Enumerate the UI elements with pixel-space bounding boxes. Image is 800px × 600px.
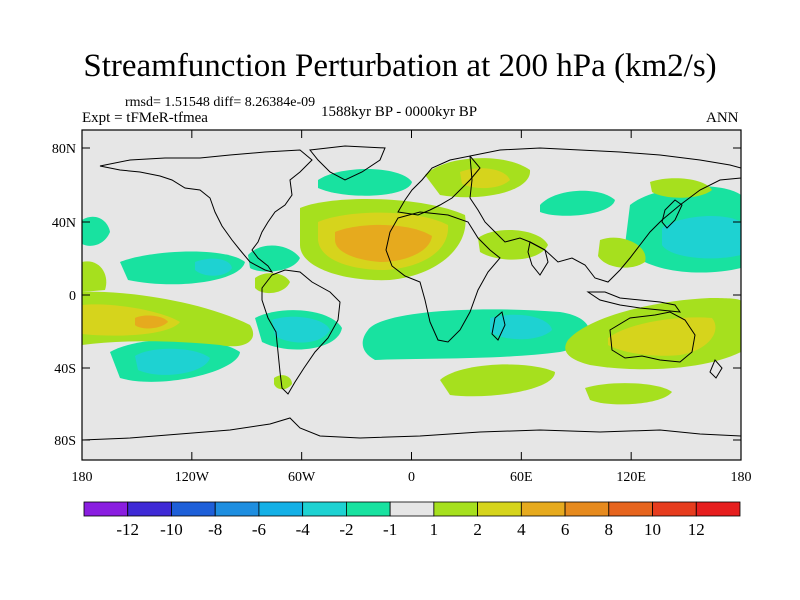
colorbar-swatch bbox=[695, 501, 741, 517]
lon-tick-label: 180 bbox=[72, 470, 93, 485]
colorbar-label: -4 bbox=[296, 520, 311, 539]
colorbar-swatch bbox=[608, 501, 653, 517]
anomaly-positive-patagonia bbox=[274, 375, 292, 390]
anomaly-negative-east-pacific-core bbox=[662, 216, 741, 259]
anomaly-positive-south-pacific-core bbox=[82, 304, 180, 336]
colorbar-swatch bbox=[302, 501, 347, 517]
anomaly-positive-north-pacific-west bbox=[82, 261, 107, 292]
lat-tick-label: 40N bbox=[52, 216, 76, 231]
colorbar-label: -1 bbox=[383, 520, 397, 539]
lat-tick-label: 0 bbox=[69, 289, 76, 304]
colorbar-label: 8 bbox=[605, 520, 614, 539]
colorbar-swatch bbox=[520, 501, 566, 517]
coast-madagascar bbox=[491, 311, 506, 341]
experiment-label: Expt = tFMeR-tfmea bbox=[82, 110, 208, 126]
anomaly-fields bbox=[82, 158, 741, 405]
colorbar-swatch bbox=[564, 501, 610, 517]
coast-australia bbox=[609, 311, 696, 363]
lon-tick-label: 60E bbox=[510, 470, 533, 485]
colorbar-swatch bbox=[433, 501, 479, 517]
coast-asia bbox=[469, 147, 741, 283]
colorbar-swatch bbox=[389, 501, 435, 517]
anomaly-negative-indian-ocean-core bbox=[490, 314, 552, 340]
lon-tick-label: 180 bbox=[731, 470, 752, 485]
colorbar-swatch bbox=[477, 501, 522, 517]
colorbar-swatch bbox=[214, 501, 260, 517]
coast-north-america bbox=[99, 149, 313, 273]
colorbar-swatch bbox=[258, 501, 304, 517]
anomaly-positive-india bbox=[478, 229, 548, 260]
map-background bbox=[82, 130, 741, 460]
anomaly-negative-southeast-pacific-core bbox=[135, 348, 210, 375]
anomaly-positive-north-pacific-east bbox=[598, 237, 646, 268]
colorbar-swatch bbox=[83, 501, 129, 517]
anomaly-negative-south-atlantic-core bbox=[272, 316, 330, 343]
coast-south-america bbox=[261, 269, 341, 395]
anomaly-positive-australia-core bbox=[608, 317, 716, 356]
anomaly-negative-caribbean bbox=[248, 245, 300, 272]
coast-new-zealand bbox=[709, 359, 723, 379]
colorbar-label: 10 bbox=[644, 520, 661, 539]
colorbar-label: 1 bbox=[430, 520, 439, 539]
colorbar-label: 12 bbox=[688, 520, 705, 539]
colorbar-label: 6 bbox=[561, 520, 570, 539]
map-plot-area bbox=[82, 130, 741, 460]
colorbar-label: -12 bbox=[116, 520, 139, 539]
map-title: Streamfunction Perturbation at 200 hPa (… bbox=[83, 48, 717, 84]
rmsd-stats: rmsd= 1.51548 diff= 8.26384e-09 bbox=[125, 95, 316, 110]
coast-africa bbox=[385, 211, 501, 343]
anomaly-negative-tropical-pacific-core bbox=[195, 258, 232, 276]
coast-india bbox=[527, 241, 549, 276]
colorbar-swatch bbox=[652, 501, 697, 517]
anomaly-negative-west-pacific-edge bbox=[82, 216, 110, 246]
period-label: 1588kyr BP - 0000kyr BP bbox=[321, 104, 478, 120]
colorbar-swatch bbox=[345, 501, 391, 517]
anomaly-positive-southern-indian bbox=[440, 364, 555, 397]
colorbar-label: -10 bbox=[160, 520, 183, 539]
coast-japan bbox=[661, 199, 683, 229]
colorbar-swatch bbox=[127, 501, 172, 517]
anomaly-negative-north-atlantic bbox=[318, 168, 412, 196]
longitude-axis: 180 120W 60W 0 60E 120E 180 bbox=[72, 130, 752, 485]
coast-greenland bbox=[309, 145, 386, 181]
lon-tick-label: 0 bbox=[408, 470, 415, 485]
lat-tick-label: 40S bbox=[54, 362, 76, 377]
lon-tick-label: 120W bbox=[175, 470, 210, 485]
anomaly-positive-central-america bbox=[255, 273, 290, 294]
lat-tick-label: 80S bbox=[54, 434, 76, 449]
colorbar-label: -8 bbox=[208, 520, 222, 539]
colorbar-swatch bbox=[171, 501, 216, 517]
season-label: ANN bbox=[706, 110, 739, 126]
anomaly-positive-eurasia-core bbox=[460, 168, 510, 189]
coast-antarctica bbox=[82, 417, 741, 441]
anomaly-positive-north-africa-core bbox=[335, 224, 432, 262]
colorbar-label: 4 bbox=[517, 520, 526, 539]
lat-tick-label: 80N bbox=[52, 142, 76, 157]
coast-europe bbox=[397, 155, 481, 216]
colorbar-label: -6 bbox=[252, 520, 266, 539]
coast-indonesia bbox=[586, 291, 682, 313]
latitude-axis: 80N 40N 0 40S 80S bbox=[52, 142, 741, 449]
lon-tick-label: 60W bbox=[288, 470, 316, 485]
colorbar-label: -2 bbox=[339, 520, 353, 539]
colorbar: -12 -10 -8 -6 -4 -2 -1 1 2 4 6 8 10 12 bbox=[83, 501, 741, 539]
anomaly-negative-central-asia bbox=[540, 190, 615, 216]
colorbar-label: 2 bbox=[473, 520, 482, 539]
coastlines bbox=[82, 145, 741, 441]
anomaly-positive-south-pacific-max bbox=[135, 315, 168, 329]
lon-tick-label: 120E bbox=[616, 470, 646, 485]
anomaly-positive-southern-ocean bbox=[585, 383, 672, 405]
